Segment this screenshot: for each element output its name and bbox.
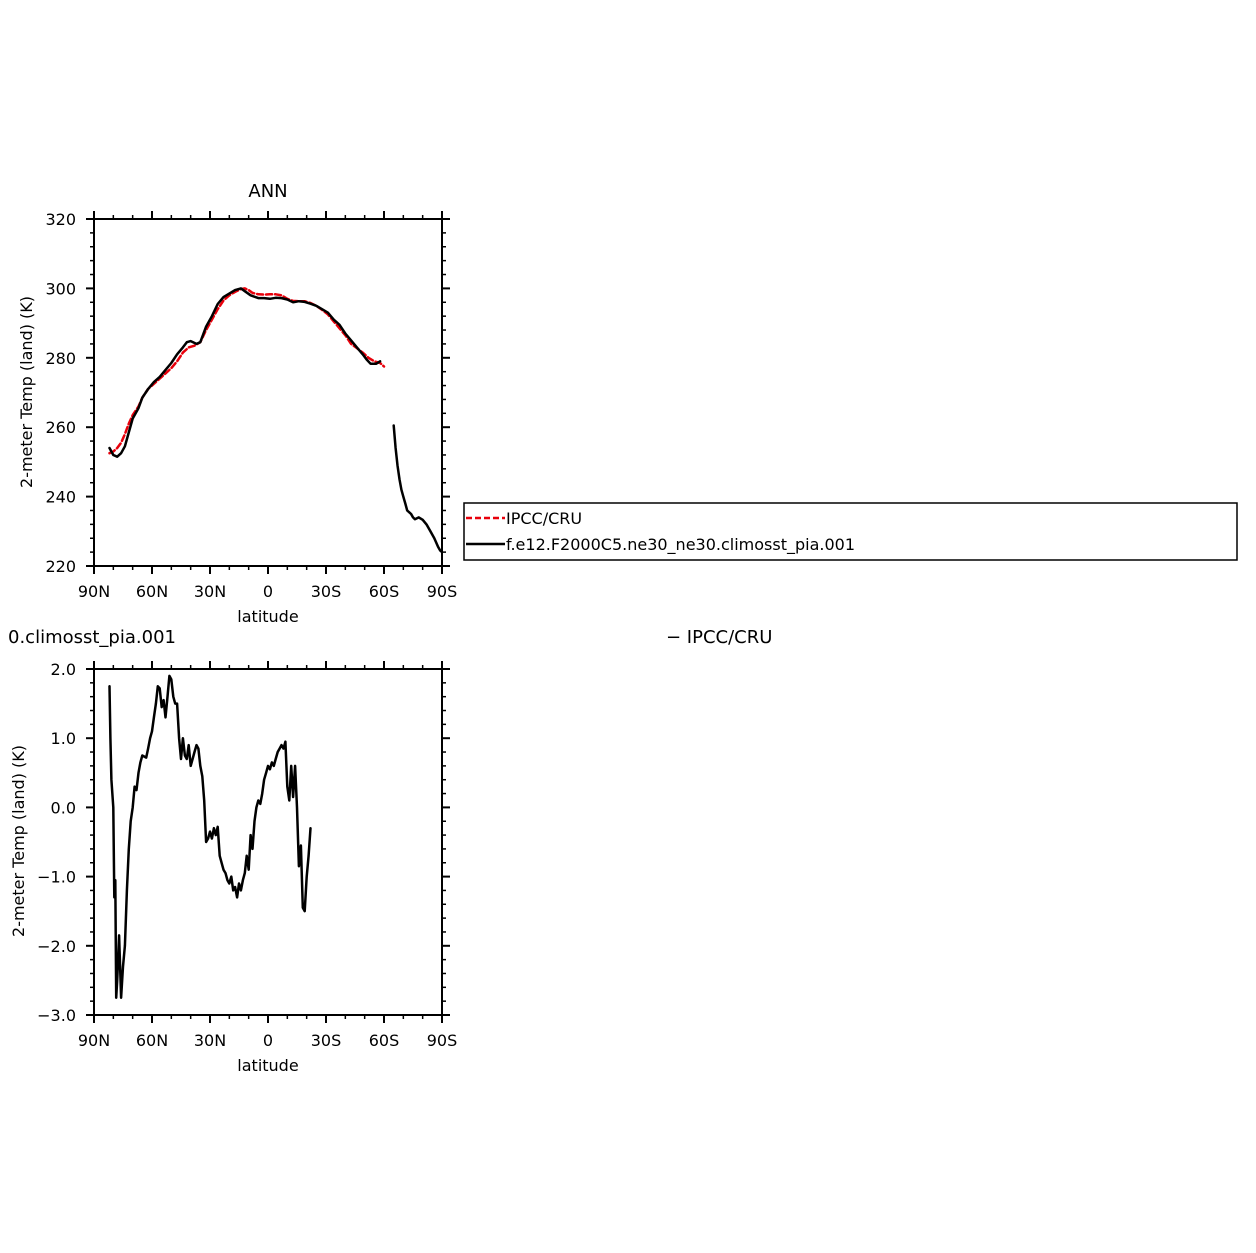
bottom-x-tick-label: 60S: [369, 1031, 400, 1050]
bottom-x-tick-label: 0: [263, 1031, 273, 1050]
bottom-y-tick-label: 0.0: [51, 798, 76, 817]
top-series-0-line-0: [108, 287, 386, 455]
bottom-y-tick-label: −2.0: [37, 937, 76, 956]
top-plot-area: 90N 60N 30N 0 30S 60S 90S 220 240 260 280 300 320: [45, 210, 457, 601]
bottom-x-tick-label: 60N: [136, 1031, 168, 1050]
top-x-tick-label: 30N: [194, 582, 226, 601]
top-panel-title: ANN: [248, 181, 287, 202]
top-y-tick-label: 260: [45, 418, 76, 437]
bottom-panel-left-title: 0.climosst_pia.001: [8, 627, 176, 648]
bottom-x-tick-label: 90S: [427, 1031, 458, 1050]
top-x-tick-label: 60N: [136, 582, 168, 601]
top-y-tick-label: 220: [45, 557, 76, 576]
bottom-y-tick-label: −1.0: [37, 868, 76, 887]
bottom-x-tick-label: 90N: [78, 1031, 110, 1050]
top-x-tick-label: 30S: [311, 582, 342, 601]
top-y-tick-label: 320: [45, 210, 76, 229]
top-series-1-line-1: [392, 424, 444, 554]
top-x-tick-label: 60S: [369, 582, 400, 601]
bottom-panel: 0.climosst_pia.001 − IPCC/CRU 90N 60N 30N 0…: [8, 627, 772, 1075]
bottom-y-axis-label: 2-meter Temp (land) (K): [9, 745, 28, 937]
top-panel: ANN 90N 60N 30N 0 30S 60S 90S 220 240 260 280 300 32…: [17, 181, 457, 626]
bottom-plot-area: 90N 60N 30N 0 30S 60S 90S −3.0 −2.0 −1.0 0.0 1.0 2.0: [37, 660, 457, 1050]
top-y-tick-label: 280: [45, 349, 76, 368]
top-x-tick-label: 90N: [78, 582, 110, 601]
bottom-x-axis-label: latitude: [237, 1056, 298, 1075]
top-y-axis-label: 2-meter Temp (land) (K): [17, 296, 36, 488]
legend-label-ipcc: IPCC/CRU: [506, 509, 582, 528]
top-y-tick-label: 240: [45, 488, 76, 507]
legend: IPCC/CRU f.e12.F2000C5.ne30_ne30.climoss…: [463, 502, 1238, 561]
bottom-panel-right-title: − IPCC/CRU: [666, 627, 772, 648]
legend-label-model: f.e12.F2000C5.ne30_ne30.climosst_pia.001: [506, 535, 855, 555]
top-x-tick-label: 0: [263, 582, 273, 601]
top-x-axis-label: latitude: [237, 607, 298, 626]
top-x-tick-label: 90S: [427, 582, 458, 601]
bottom-plot-frame: [93, 668, 443, 1016]
top-y-tick-label: 300: [45, 279, 76, 298]
bottom-y-tick-label: −3.0: [37, 1006, 76, 1025]
bottom-series-0-line-0: [108, 674, 312, 999]
legend-box: [463, 502, 1238, 561]
bottom-y-tick-label: 2.0: [51, 660, 76, 679]
bottom-x-tick-label: 30S: [311, 1031, 342, 1050]
bottom-x-tick-label: 30N: [194, 1031, 226, 1050]
top-series-1-line-0: [108, 287, 382, 458]
bottom-y-tick-label: 1.0: [51, 729, 76, 748]
